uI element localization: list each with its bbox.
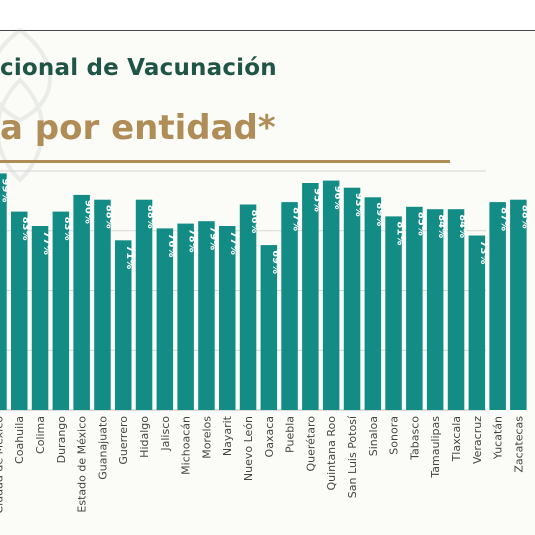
bar	[468, 235, 486, 410]
data-label: 96%	[332, 186, 343, 210]
bar	[52, 211, 70, 410]
bar	[364, 197, 382, 410]
category-label: Jalisco	[159, 416, 172, 452]
bar	[510, 199, 527, 410]
data-label: 77%	[228, 231, 239, 255]
category-label: Tamaulipas	[429, 416, 442, 479]
category-label: Durango	[55, 416, 68, 464]
category-label: Oaxaca	[263, 416, 276, 457]
bar	[343, 187, 361, 410]
category-label: Sonora	[388, 416, 401, 455]
bar	[11, 211, 28, 410]
category-label: Hidalgo	[138, 416, 151, 458]
category-label: Colima	[34, 416, 47, 454]
bar	[177, 223, 194, 410]
category-label: Puebla	[284, 416, 297, 453]
category-label: Estado de México	[76, 416, 89, 513]
category-label: Michoacán	[180, 416, 193, 475]
data-label: 81%	[395, 221, 406, 245]
decorative-pattern	[0, 27, 52, 183]
bar	[135, 199, 153, 410]
top-bar	[0, 0, 535, 31]
data-label: 89%	[374, 202, 385, 226]
bar	[260, 245, 278, 410]
data-label: 71%	[124, 245, 135, 269]
data-label: 99%	[0, 178, 10, 202]
category-label: Quintana Roo	[325, 416, 338, 491]
bar	[302, 183, 319, 410]
category-label: Tabasco	[408, 416, 421, 461]
data-label: 69%	[270, 250, 281, 274]
subtitle: cional de Vacunación	[0, 55, 277, 81]
bar	[281, 202, 298, 410]
data-label: 79%	[207, 226, 218, 250]
page-title: a por entidad*	[0, 108, 276, 148]
category-label: Querétaro	[304, 416, 317, 472]
data-label: 73%	[478, 241, 489, 265]
data-label: 87%	[499, 207, 510, 231]
category-label: Zacatecas	[512, 416, 525, 473]
bar	[94, 199, 111, 410]
bar	[115, 240, 132, 410]
bar	[156, 228, 174, 410]
data-label: 77%	[41, 231, 52, 255]
data-label: 90%	[83, 200, 94, 224]
data-label: 78%	[187, 229, 198, 253]
bar	[489, 202, 506, 410]
bar	[239, 204, 257, 410]
category-label: Yucatán	[492, 416, 505, 460]
bar	[31, 226, 49, 410]
data-label: 87%	[291, 207, 302, 231]
data-label: 88%	[103, 205, 114, 229]
category-label: Guerrero	[117, 416, 130, 465]
category-label: Ciudad de México	[0, 416, 5, 514]
data-label: 95%	[311, 188, 322, 212]
bar	[0, 173, 7, 410]
category-label: Coahuila	[13, 416, 26, 464]
title-underline	[0, 160, 450, 163]
data-label: 84%	[436, 214, 447, 238]
bar	[198, 221, 215, 410]
data-label: 86%	[249, 210, 260, 234]
data-label: 88%	[145, 205, 156, 229]
data-label: 84%	[457, 214, 468, 238]
data-label: 83%	[62, 217, 73, 241]
bar	[406, 206, 423, 410]
category-label: Veracruz	[471, 416, 484, 464]
category-label: San Luis Potosí	[346, 415, 359, 498]
data-label: 76%	[166, 233, 177, 257]
bar	[73, 194, 90, 410]
category-label: Sinaloa	[367, 416, 380, 456]
data-label: 83%	[20, 217, 31, 241]
category-label: Tlaxcala	[450, 416, 463, 462]
category-label: Guanajuato	[96, 416, 109, 480]
bar	[426, 209, 444, 410]
category-label: Nayarit	[221, 415, 234, 456]
category-label: Nuevo León	[242, 416, 255, 481]
bar	[322, 180, 340, 410]
data-label: 88%	[519, 205, 530, 229]
data-label: 85%	[415, 212, 426, 236]
category-label: Morelos	[200, 416, 213, 459]
data-label: 93%	[353, 193, 364, 217]
bar	[219, 226, 236, 410]
bar	[447, 209, 465, 410]
bar	[385, 216, 402, 410]
